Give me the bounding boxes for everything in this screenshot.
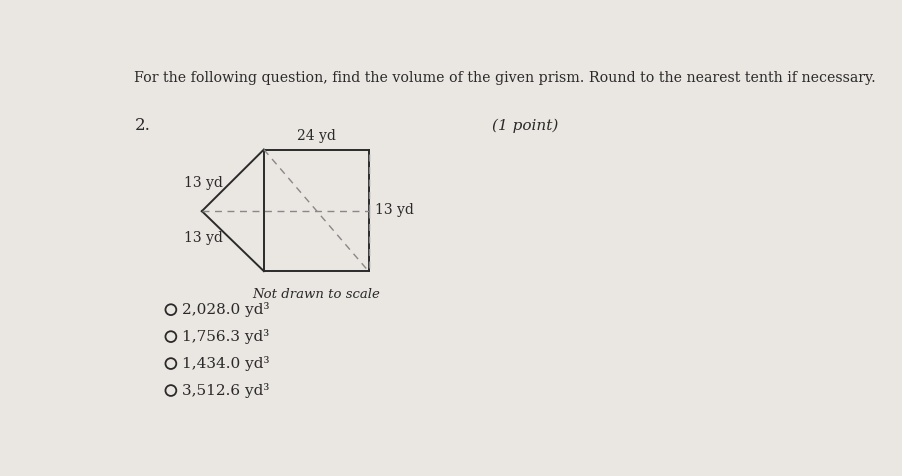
Text: 24 yd: 24 yd [297,129,336,143]
Text: For the following question, find the volume of the given prism. Round to the nea: For the following question, find the vol… [134,71,876,85]
Text: 1,756.3 yd³: 1,756.3 yd³ [181,329,269,344]
Text: Not drawn to scale: Not drawn to scale [253,288,380,301]
Text: 13 yd: 13 yd [184,177,223,190]
Text: 3,512.6 yd³: 3,512.6 yd³ [181,383,269,398]
Text: 2.: 2. [134,117,151,134]
Text: (1 point): (1 point) [492,119,559,133]
Text: 2,028.0 yd³: 2,028.0 yd³ [181,302,269,317]
Text: 1,434.0 yd³: 1,434.0 yd³ [181,356,269,371]
Text: 13 yd: 13 yd [184,231,223,245]
Text: 13 yd: 13 yd [374,203,414,218]
